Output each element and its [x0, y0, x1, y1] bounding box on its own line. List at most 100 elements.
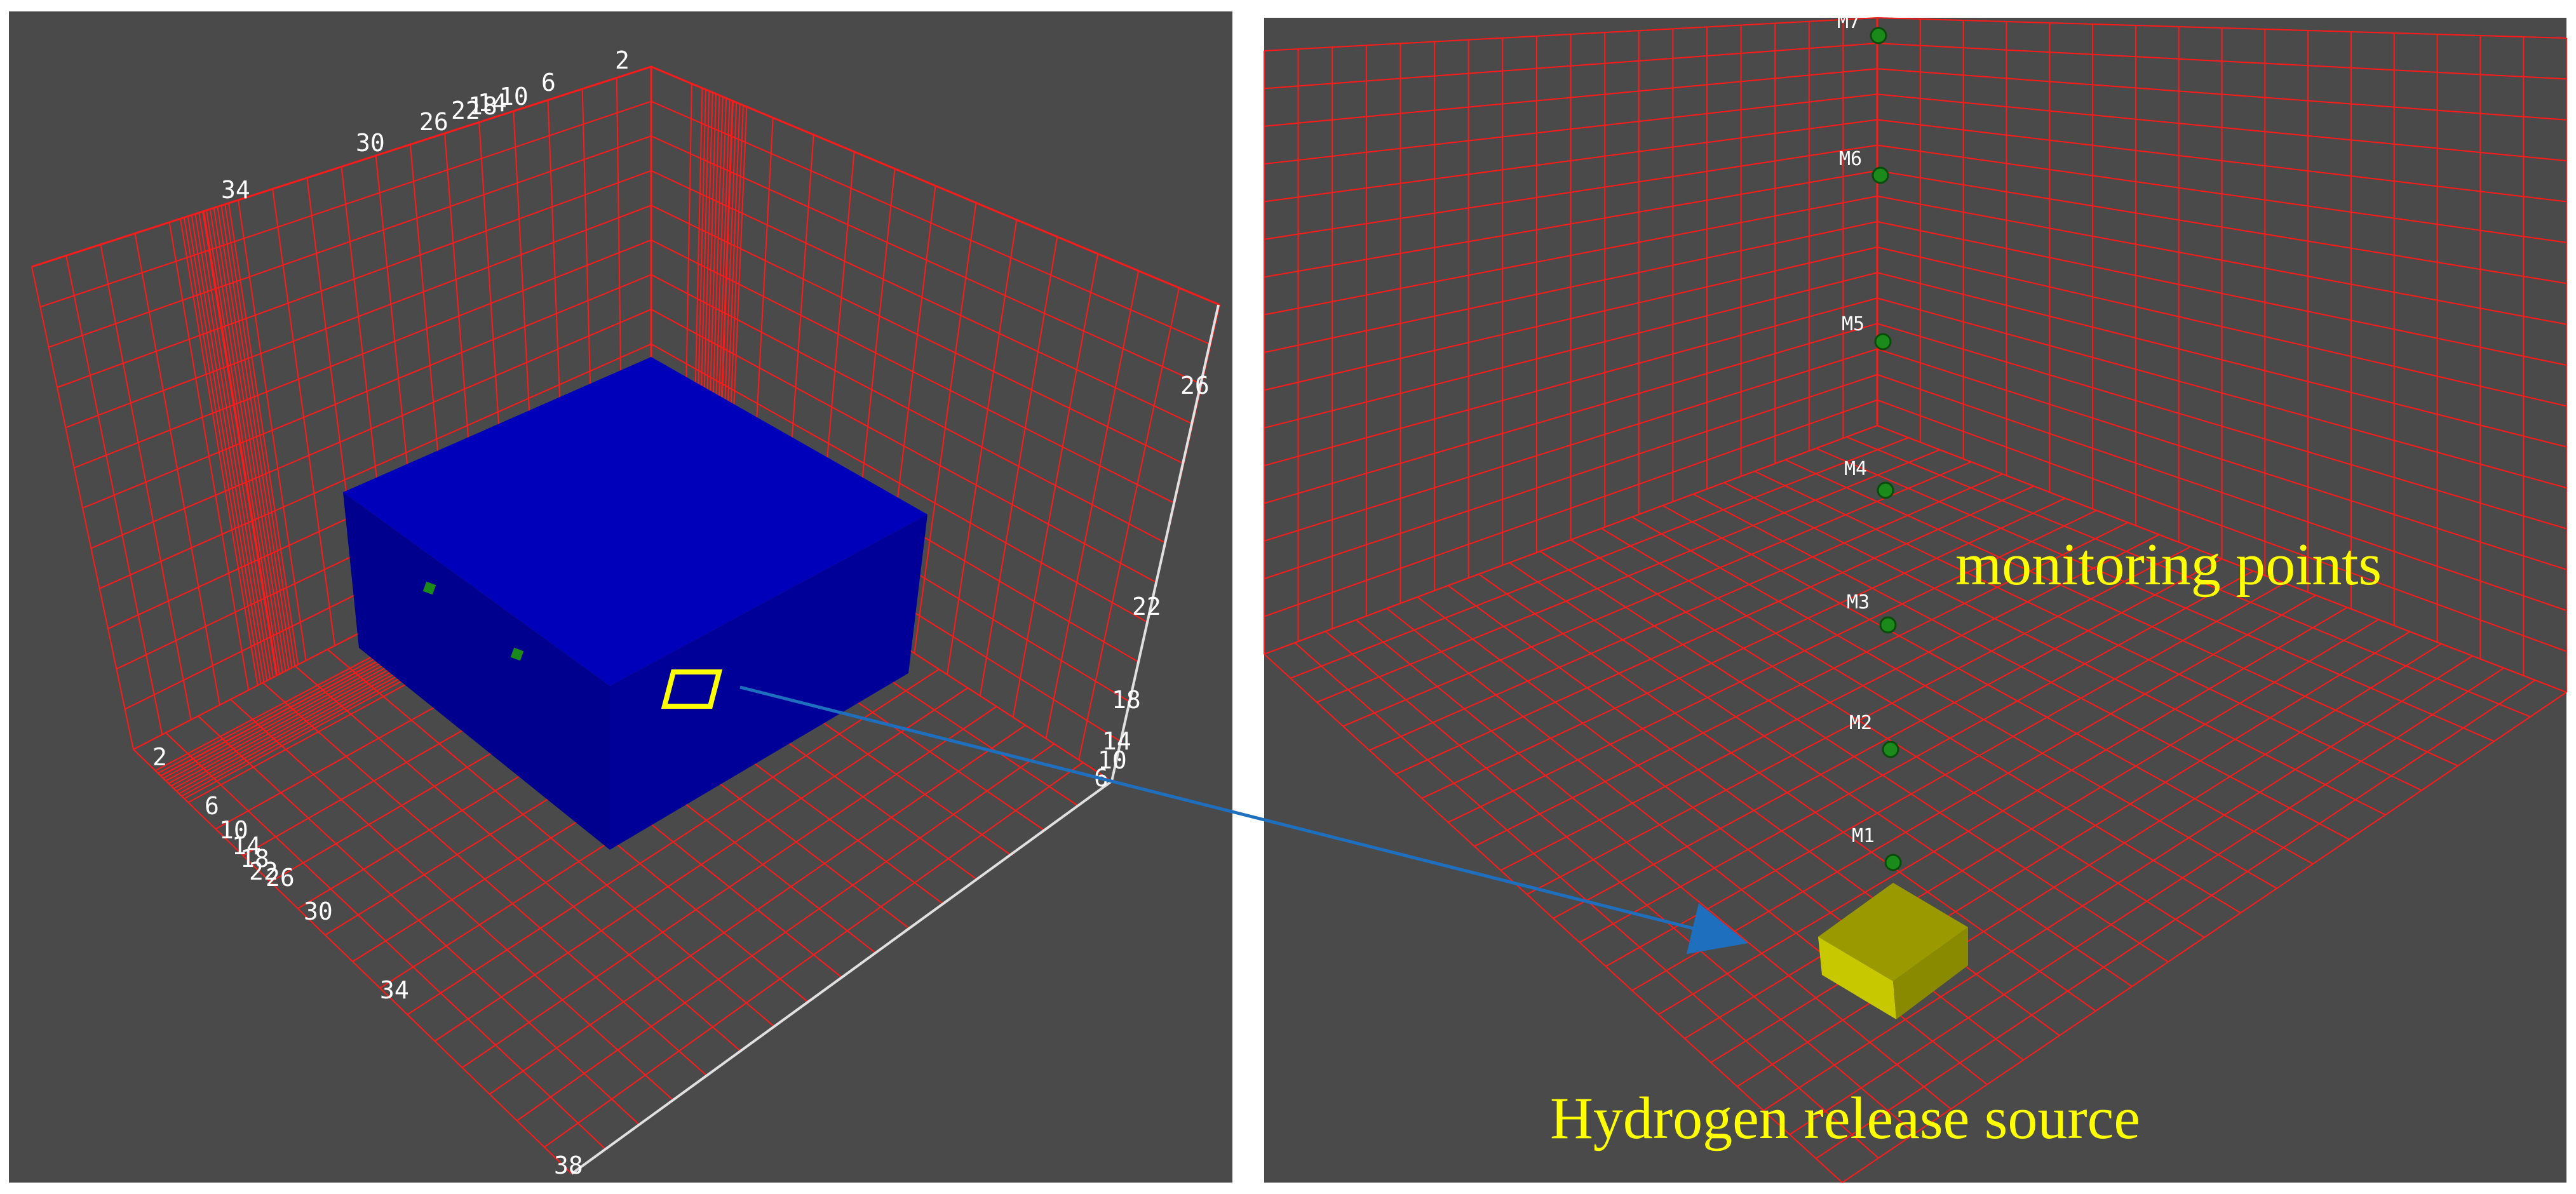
- x-tick-label: 26: [266, 864, 295, 892]
- x-tick-label: 2: [152, 743, 167, 771]
- right-floor-line: [1316, 449, 1941, 703]
- monitor-point-m2: M2: [1849, 712, 1899, 758]
- right-floor-line: [1395, 485, 2035, 775]
- right-floor-line: [1789, 667, 2504, 1136]
- right-floor-line: [1657, 607, 2348, 1016]
- right-right-wall-line: [1877, 246, 2567, 407]
- y-tick-label: 30: [356, 129, 385, 157]
- z-tick-label: 14: [1102, 727, 1131, 755]
- monitoring-points-caption: monitoring points: [1955, 532, 2382, 598]
- monitor-point-m4: M4: [1844, 458, 1894, 499]
- monitor-point-marker: [1877, 481, 1894, 499]
- right-right-wall-line: [1877, 43, 2567, 80]
- monitor-point-m6: M6: [1839, 148, 1889, 184]
- y-tick-label: 14: [478, 89, 507, 117]
- right-right-wall-line: [1877, 119, 2567, 203]
- z-tick-label: 10: [1098, 746, 1127, 774]
- right-floor-line: [1842, 692, 2567, 1183]
- left-right-wall-line: [651, 100, 1211, 345]
- zoom-arrow-shaft: [739, 685, 1709, 934]
- right-right-wall-line: [1877, 170, 2567, 285]
- right-floor-line: [1710, 631, 2410, 1063]
- left-back-wall-line: [224, 204, 296, 667]
- right-floor-line: [1605, 582, 2285, 967]
- x-axis-tick-labels: 2 6 10 14 18 22 26 30 34 38: [152, 743, 583, 1179]
- left-back-wall-line: [183, 217, 262, 684]
- x-tick-label: 14: [232, 832, 261, 860]
- right-right-wall-line: [1877, 68, 2567, 121]
- container-right-face: [610, 514, 927, 850]
- left-floor-line: [434, 687, 968, 1042]
- left-back-wall-line: [40, 100, 652, 308]
- monitor-point-m1: M1: [1852, 825, 1902, 871]
- monitor-point-marker: [1871, 166, 1889, 184]
- left-floor-line: [461, 706, 997, 1068]
- right-right-wall-line: [1877, 348, 2567, 570]
- monitor-point-marker: [1874, 333, 1892, 351]
- source-top-face: [1818, 883, 1968, 981]
- left-back-wall-line: [198, 212, 274, 678]
- right-right-wall-line: [1877, 17, 2567, 39]
- right-floor-line: [1290, 437, 1909, 679]
- monitor-point-m5: M5: [1842, 313, 1892, 351]
- left-back-wall-line: [205, 210, 280, 674]
- right-right-wall-line: [1877, 373, 2567, 612]
- y-tick-label: 18: [468, 92, 497, 120]
- left-back-wall-line: [191, 215, 268, 681]
- source-right-face: [1893, 927, 1968, 1019]
- right-right-wall-line: [1877, 195, 2567, 325]
- right-right-wall-line: [1877, 323, 2567, 530]
- container-marker: [510, 647, 524, 661]
- right-floor-line: [1500, 533, 2160, 871]
- left-floor-line: [489, 725, 1026, 1095]
- monitor-point-marker: [1870, 27, 1887, 44]
- right-left-wall-line: [1264, 17, 1878, 51]
- right-left-wall-line: [1264, 43, 1878, 90]
- left-right-wall-line: [651, 343, 1149, 623]
- z-tick-label: 26: [1180, 372, 1210, 399]
- right-floor-line: [1553, 558, 2222, 919]
- z-axis-line: [1110, 304, 1220, 782]
- x-tick-label: 10: [219, 816, 248, 844]
- left-back-wall-line: [57, 170, 652, 388]
- left-right-wall-line: [651, 239, 1175, 504]
- right-floor-line: [1763, 655, 2473, 1111]
- left-back-wall-line: [187, 216, 265, 683]
- left-back-wall-line: [99, 343, 652, 589]
- right-right-wall-line: [1877, 272, 2567, 448]
- left-axis-lines: [570, 304, 1220, 1175]
- right-left-wall-line: [1264, 119, 1878, 203]
- left-back-wall-line: [90, 309, 652, 549]
- right-floor-line: [1631, 594, 2316, 991]
- source-left-face: [1818, 937, 1896, 1019]
- left-right-wall-line: [651, 135, 1203, 385]
- left-back-wall-line: [202, 211, 277, 676]
- right-floor-line: [1421, 497, 2066, 799]
- y-tick-label: 26: [419, 108, 448, 136]
- right-floor-line: [1527, 546, 2191, 895]
- monitor-point-label: M6: [1839, 148, 1862, 170]
- monitor-point-m7: M7: [1837, 11, 1887, 44]
- left-back-wall-line: [65, 205, 652, 429]
- left-right-wall-line: [651, 274, 1166, 544]
- x-tick-label: 38: [554, 1151, 583, 1179]
- left-back-wall-line: [48, 135, 652, 348]
- z-axis-tick-labels: 26 22 18 14 10 6: [1094, 372, 1210, 792]
- monitor-point-m3: M3: [1847, 591, 1897, 634]
- right-left-wall-line: [1264, 195, 1878, 316]
- y-tick-label: 6: [541, 69, 556, 97]
- y-tick-label: 22: [451, 97, 480, 124]
- monitoring-points: M1 M2 M3 M4 M5 M6 M7: [1837, 11, 1902, 871]
- right-left-wall-line: [1264, 144, 1878, 240]
- monitor-point-label: M7: [1837, 11, 1860, 33]
- left-floor-line: [407, 668, 940, 1016]
- right-right-wall-line: [1877, 297, 2567, 489]
- container-marker: [422, 581, 436, 595]
- right-left-wall-line: [1264, 170, 1878, 278]
- left-right-wall-line: [651, 170, 1193, 425]
- monitor-point-label: M5: [1842, 313, 1865, 335]
- right-left-wall-line: [1264, 68, 1878, 127]
- y-tick-label: 10: [499, 83, 529, 111]
- left-back-wall-line: [194, 213, 271, 680]
- monitor-point-marker: [1879, 616, 1897, 634]
